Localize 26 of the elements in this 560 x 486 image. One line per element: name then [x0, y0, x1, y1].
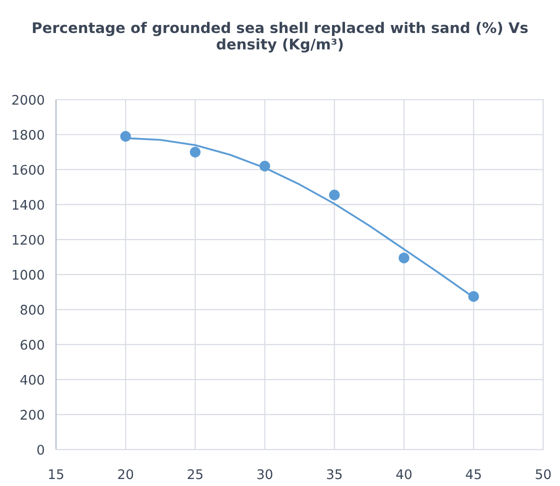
y-tick-label: 1200 — [12, 234, 44, 245]
point — [329, 190, 340, 200]
x-tick-label: 40 — [396, 469, 412, 480]
y-tick-label: 200 — [20, 410, 44, 420]
x-tick-label: 35 — [327, 469, 342, 480]
y-tick-label: 2000 — [12, 94, 44, 105]
point — [398, 252, 410, 264]
y-tick-label: 400 — [20, 374, 44, 385]
x-tick-label: 30 — [257, 469, 272, 480]
y-tick-label: 800 — [20, 304, 44, 315]
x-tick-label: 15 — [49, 469, 64, 480]
point — [120, 131, 131, 142]
x-tick-label: 25 — [188, 469, 202, 480]
y-tick-label: 1400 — [12, 200, 44, 210]
y-tick-label: 1600 — [12, 164, 44, 175]
x-tick-label: 45 — [466, 469, 481, 480]
y-tick-label: 600 — [20, 340, 44, 350]
y-tick-label: 1000 — [12, 270, 44, 280]
x-tick-label: 20 — [118, 469, 134, 480]
y-tick-label: 1800 — [12, 130, 44, 140]
point — [190, 146, 201, 158]
x-tick-label: 50 — [536, 469, 551, 480]
point — [468, 291, 479, 302]
point — [259, 160, 270, 172]
chart-title: Percentage of grounded sea shell replaced with sand (%) Vs density (Kg/m³) — [32, 22, 528, 53]
y-tick-label: 0 — [37, 444, 44, 455]
